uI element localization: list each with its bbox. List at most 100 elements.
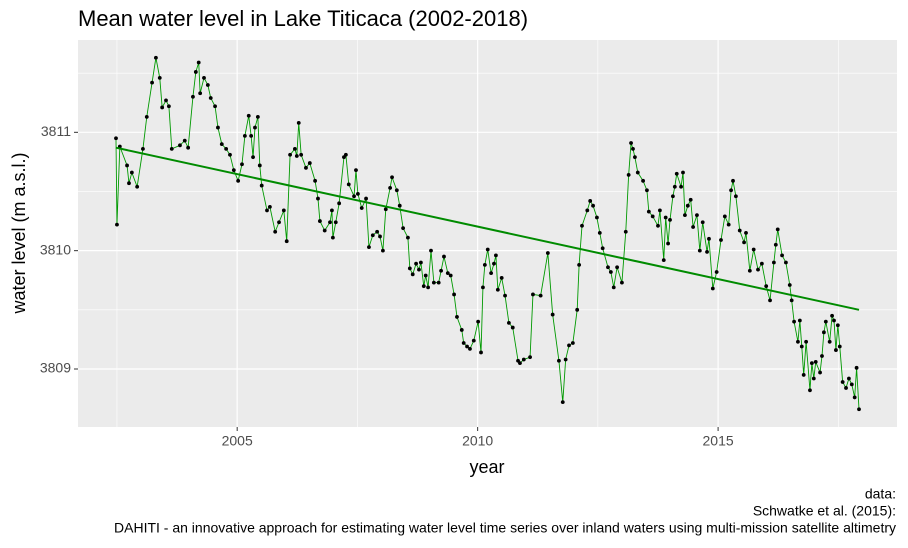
data-point [198, 91, 203, 96]
data-point [410, 272, 415, 277]
data-point [429, 248, 433, 253]
data-point [844, 386, 848, 390]
data-point [827, 339, 832, 344]
data-point [141, 146, 145, 151]
data-point [683, 213, 687, 218]
data-point [281, 208, 286, 213]
data-point [439, 268, 443, 273]
data-point [343, 152, 348, 157]
data-point [253, 125, 257, 130]
data-point [811, 376, 816, 381]
data-point [731, 178, 735, 183]
data-point [224, 146, 229, 151]
data-point [299, 152, 304, 157]
data-point [421, 284, 426, 289]
data-point [722, 214, 727, 219]
data-point [461, 341, 466, 345]
x-tick-label: 2010 [462, 433, 493, 449]
y-tick-label: 3811 [41, 123, 71, 139]
data-point [265, 208, 269, 213]
data-point [492, 261, 496, 266]
data-point [313, 178, 317, 183]
data-point [629, 141, 633, 145]
caption: Schwatke et al. (2015): [753, 503, 896, 519]
data-point [259, 183, 264, 188]
data-point [169, 146, 174, 151]
data-point [499, 275, 504, 280]
data-point [714, 270, 719, 274]
data-point [485, 247, 490, 252]
data-point [481, 285, 485, 290]
data-point [388, 186, 393, 190]
data-point [623, 229, 628, 234]
data-point [465, 344, 469, 349]
data-point [545, 251, 550, 255]
data-point [479, 350, 483, 355]
data-point [129, 170, 134, 175]
data-point [240, 162, 244, 167]
data-point [202, 75, 206, 80]
y-tick-label: 3810 [40, 241, 71, 257]
data-point [847, 376, 851, 381]
data-point [296, 120, 301, 125]
data-point [445, 271, 450, 276]
data-point [219, 142, 224, 147]
data-point [668, 217, 672, 222]
data-point [606, 265, 610, 270]
data-point [820, 354, 824, 358]
data-point [773, 242, 778, 247]
data-point [600, 246, 605, 251]
data-point [631, 146, 635, 151]
data-point [784, 260, 788, 265]
data-point [830, 313, 834, 318]
data-point [154, 55, 158, 60]
data-point [436, 280, 441, 285]
data-point [144, 115, 149, 119]
data-point [196, 60, 201, 65]
data-point [672, 184, 677, 189]
data-point [780, 253, 784, 258]
data-point [257, 163, 262, 168]
data-point [476, 319, 481, 324]
data-point [236, 178, 241, 183]
data-point [747, 268, 752, 273]
data-point [251, 155, 255, 160]
data-point [164, 98, 168, 103]
data-point [837, 344, 842, 349]
data-point [563, 357, 568, 362]
data-point [726, 222, 731, 227]
data-point [267, 204, 272, 209]
data-point [397, 203, 402, 208]
data-point [292, 146, 297, 151]
data-point [550, 312, 555, 317]
data-point [494, 253, 498, 258]
data-point [337, 201, 342, 206]
data-point [611, 285, 616, 290]
data-point [294, 154, 299, 158]
data-point [423, 273, 428, 278]
data-point [797, 318, 802, 323]
data-point [688, 197, 693, 202]
data-point [834, 348, 838, 352]
data-point [157, 75, 162, 80]
data-point [756, 267, 760, 272]
data-point [242, 133, 247, 138]
data-point [166, 104, 171, 109]
data-point [645, 188, 649, 193]
data-point [401, 226, 405, 231]
data-point [452, 292, 456, 297]
data-point [482, 262, 487, 267]
data-point [328, 220, 332, 225]
data-point [381, 248, 385, 253]
data-point [507, 320, 511, 325]
data-point [249, 133, 254, 138]
data-point [707, 236, 711, 241]
data-point [354, 168, 358, 173]
data-point [719, 238, 723, 242]
x-axis-title: year [469, 457, 504, 477]
data-point [304, 165, 308, 170]
data-point [503, 293, 507, 298]
data-point [182, 138, 187, 143]
data-point [681, 170, 685, 175]
